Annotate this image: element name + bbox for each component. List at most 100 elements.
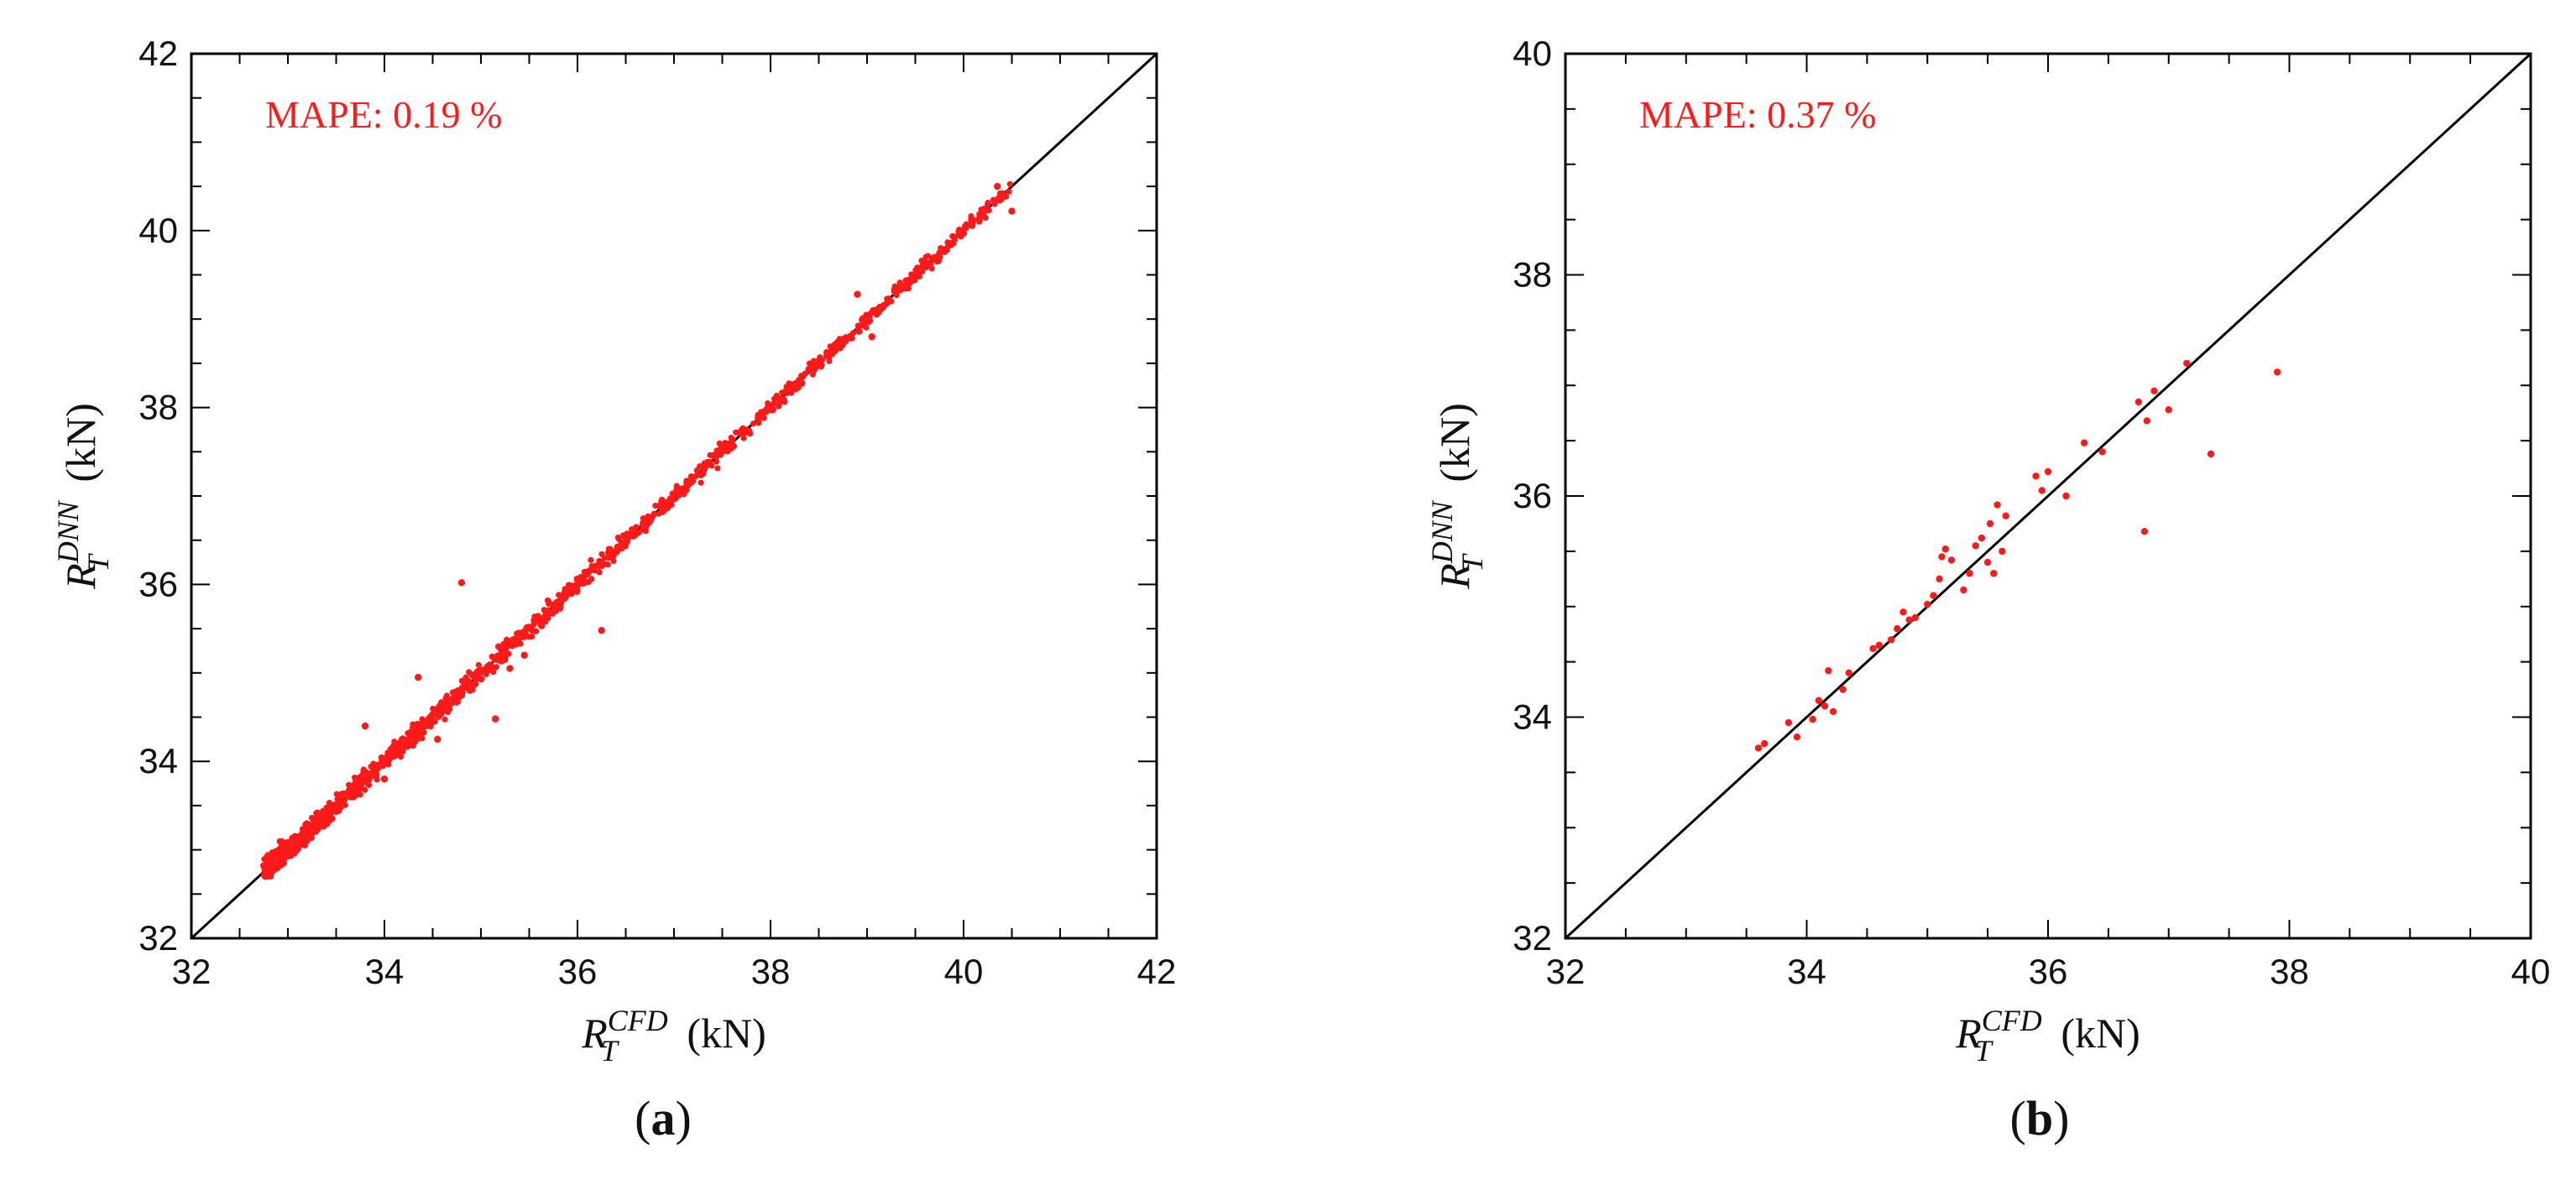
data-point (849, 330, 856, 337)
data-point (870, 309, 878, 316)
y-tick-label: 38 (1513, 255, 1552, 295)
data-point (597, 558, 604, 565)
y-tick-label: 34 (1513, 697, 1552, 737)
data-point (765, 399, 771, 407)
data-point (373, 773, 379, 780)
data-point (1986, 519, 1994, 528)
data-point (309, 827, 316, 835)
data-point (1894, 624, 1901, 633)
x-axis-label: RCFD T (kN) (581, 1004, 766, 1068)
data-point (271, 853, 278, 859)
data-point (458, 684, 466, 691)
data-points (259, 180, 1016, 880)
data-point (1899, 608, 1907, 616)
data-point (810, 359, 818, 368)
data-point (922, 264, 929, 271)
data-point (2183, 359, 2191, 368)
data-point (998, 191, 1005, 199)
data-point (337, 793, 343, 800)
y-tick-label: 36 (1513, 476, 1552, 515)
data-point (622, 543, 629, 550)
data-point (984, 207, 990, 214)
data-point (490, 654, 497, 661)
data-point (588, 562, 595, 570)
data-point (315, 826, 321, 833)
data-point (713, 458, 720, 465)
data-point (596, 569, 603, 576)
data-point (462, 674, 469, 681)
data-point (607, 548, 614, 556)
data-point (581, 573, 588, 580)
data-point (826, 358, 833, 364)
y-tick-label: 32 (1513, 918, 1552, 958)
data-point (494, 657, 502, 664)
data-point (985, 201, 991, 208)
data-point (562, 587, 569, 593)
data-point (528, 627, 536, 634)
x-tick-label: 34 (365, 952, 405, 991)
data-point (1960, 586, 1967, 594)
data-point (963, 221, 970, 227)
data-point (884, 295, 891, 302)
data-point (1008, 207, 1016, 215)
data-point (462, 679, 469, 686)
data-point (943, 244, 950, 252)
data-point (492, 715, 499, 723)
data-point (818, 362, 825, 368)
data-point (692, 472, 699, 480)
data-point (1875, 641, 1883, 650)
data-point (728, 440, 734, 446)
panel-a: 32 34 36 38 40 42 32 34 36 38 40 42 MAPE: 0.19 % RCFD… (51, 34, 1176, 1068)
data-point (1983, 558, 1992, 566)
data-point (474, 674, 482, 681)
data-point (690, 478, 697, 484)
y-tick-label: 32 (138, 918, 178, 958)
data-point (677, 490, 684, 497)
data-point (781, 396, 787, 403)
x-axis-label: RCFD T (kN) (1955, 1004, 2140, 1068)
data-point (530, 617, 537, 624)
data-point (379, 763, 387, 770)
data-point (928, 265, 935, 272)
data-point (1966, 570, 1973, 577)
data-point (565, 582, 572, 588)
data-point (868, 333, 875, 341)
data-point (403, 740, 410, 748)
data-point (1911, 613, 1920, 622)
data-point (1793, 733, 1801, 741)
data-point (337, 804, 344, 812)
data-point (687, 473, 695, 480)
data-point (264, 852, 271, 859)
panel-label: (a) (635, 1091, 692, 1146)
data-point (458, 692, 465, 698)
data-point (410, 723, 417, 729)
data-point (2044, 467, 2052, 476)
x-tick-label: 38 (751, 952, 791, 991)
data-point (671, 489, 678, 497)
panel-label: (b) (2010, 1091, 2070, 1146)
data-point (337, 798, 343, 805)
data-point (342, 793, 348, 800)
data-point (839, 342, 846, 348)
data-point (583, 579, 589, 586)
data-point (1006, 180, 1013, 187)
data-point (326, 803, 333, 810)
data-point (426, 722, 432, 728)
data-point (663, 501, 670, 508)
data-point (721, 441, 728, 448)
data-point (817, 354, 823, 361)
data-point (520, 628, 528, 634)
data-point (418, 727, 426, 733)
data-point (936, 253, 943, 261)
data-point (349, 791, 356, 797)
data-point (379, 756, 386, 763)
data-point (280, 846, 287, 853)
data-point (2098, 448, 2106, 456)
x-tick-label: 34 (1787, 952, 1826, 991)
data-point (715, 451, 722, 457)
data-point (1990, 570, 1998, 577)
data-point (322, 815, 329, 822)
data-point (616, 536, 623, 543)
data-point (310, 823, 316, 830)
data-point (299, 841, 306, 848)
